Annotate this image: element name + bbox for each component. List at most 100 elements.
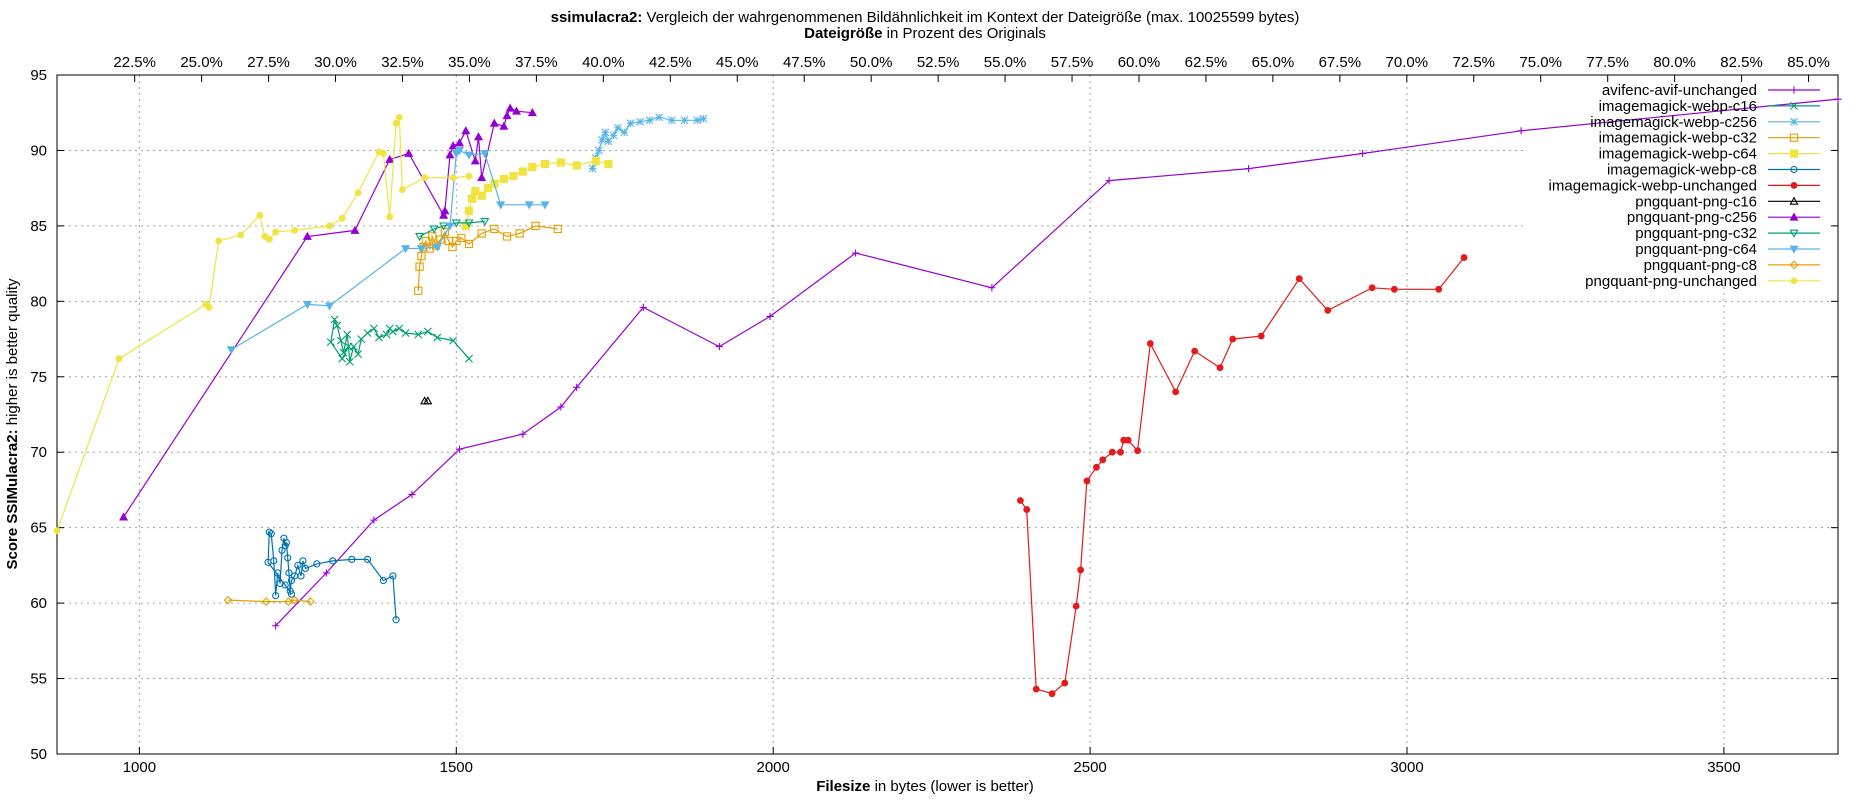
legend-entry-pngquant-png-unchanged: pngquant-png-unchanged — [1585, 273, 1820, 290]
data-point-pngquant-png-unchanged — [398, 186, 406, 194]
data-point-pngquant-png-c256 — [385, 154, 395, 163]
x2-tick-label: 47.5% — [783, 54, 826, 71]
x2-tick-label: 42.5% — [649, 54, 692, 71]
data-point-imagemagick-webp-c16 — [345, 357, 354, 366]
data-point-imagemagick-webp-c64 — [591, 156, 600, 166]
data-point-pngquant-png-c32 — [439, 222, 449, 231]
data-point-imagemagick-webp-c32 — [477, 229, 486, 238]
data-point-imagemagick-webp-c16 — [369, 324, 378, 333]
plot-border — [56, 74, 1839, 755]
data-point-imagemagick-webp-c8 — [299, 557, 307, 565]
y-tick-label: 95 — [30, 67, 47, 84]
data-point-imagemagick-webp-unchanged — [1124, 436, 1132, 444]
x2-tick-label: 85.0% — [1787, 54, 1830, 71]
y-tick-label: 60 — [30, 595, 47, 612]
legend-marker-imagemagick-webp-c16 — [1790, 101, 1798, 110]
data-point-imagemagick-webp-c8 — [363, 555, 372, 563]
data-point-imagemagick-webp-c32 — [515, 229, 524, 238]
data-point-avifenc-avif-unchanged — [455, 445, 464, 453]
data-point-imagemagick-webp-c64 — [464, 206, 474, 215]
series-line-avifenc-avif-unchanged — [275, 98, 1839, 627]
x2-tick-label: 22.5% — [113, 54, 156, 71]
legend-marker-imagemagick-webp-c8 — [1790, 165, 1798, 174]
x2-tick-label: 82.5% — [1720, 54, 1763, 71]
y-tick-label: 80 — [30, 293, 47, 310]
legend-label-pngquant-png-unchanged: pngquant-png-unchanged — [1585, 273, 1757, 290]
data-point-imagemagick-webp-c32 — [531, 221, 540, 231]
data-point-avifenc-avif-unchanged — [639, 303, 647, 311]
legend-entry-pngquant-png-c256: pngquant-png-c256 — [1627, 209, 1820, 226]
data-point-imagemagick-webp-c32 — [490, 224, 499, 234]
data-point-imagemagick-webp-c32 — [414, 286, 423, 295]
legend-marker-pngquant-png-c32 — [1789, 229, 1799, 238]
legend-entry-pngquant-png-c8: pngquant-png-c8 — [1644, 257, 1820, 274]
data-point-pngquant-png-unchanged — [272, 228, 280, 236]
data-point-pngquant-png-c256 — [445, 150, 455, 159]
x2-tick-label: 50.0% — [850, 54, 893, 71]
data-point-imagemagick-webp-unchanged — [1072, 602, 1080, 610]
data-point-imagemagick-webp-c32 — [452, 236, 461, 246]
data-point-imagemagick-webp-unchanged — [1016, 497, 1024, 504]
data-point-imagemagick-webp-c256 — [601, 128, 610, 137]
data-point-imagemagick-webp-c32 — [464, 239, 474, 249]
data-point-pngquant-png-c32 — [464, 219, 474, 228]
data-point-imagemagick-webp-c256 — [636, 117, 645, 126]
data-point-imagemagick-webp-unchanged — [1117, 448, 1124, 456]
series-imagemagick-webp-c16 — [326, 315, 473, 366]
data-point-avifenc-avif-unchanged — [1834, 95, 1842, 103]
data-point-pngquant-png-unchanged — [265, 236, 273, 243]
data-point-imagemagick-webp-unchanged — [1191, 347, 1199, 355]
data-point-pngquant-png-c256 — [350, 225, 360, 234]
data-point-imagemagick-webp-unchanged — [1368, 284, 1376, 292]
data-point-pngquant-png-c256 — [454, 138, 465, 147]
data-point-pngquant-png-c32 — [480, 217, 490, 227]
data-point-pngquant-png-unchanged — [338, 214, 346, 222]
data-point-imagemagick-webp-unchanged — [1146, 340, 1154, 348]
data-point-pngquant-png-c256 — [302, 231, 312, 240]
data-point-pngquant-png-unchanged — [291, 226, 299, 234]
data-point-imagemagick-webp-c32 — [436, 235, 445, 244]
data-point-pngquant-png-c64 — [524, 201, 534, 210]
x2-tick-label: 52.5% — [917, 54, 960, 71]
data-point-pngquant-png-unchanged — [237, 231, 245, 239]
data-point-imagemagick-webp-c8 — [379, 576, 388, 585]
y-tick-label: 50 — [30, 746, 47, 763]
data-point-imagemagick-webp-c16 — [343, 330, 352, 339]
data-point-imagemagick-webp-c16 — [401, 329, 410, 338]
y-tick-label: 85 — [30, 218, 47, 235]
x-axis-label: Filesize in bytes (lower is better) — [816, 778, 1034, 795]
data-point-imagemagick-webp-c64 — [467, 194, 477, 203]
data-point-imagemagick-webp-c256 — [609, 131, 618, 140]
data-point-avifenc-avif-unchanged — [1517, 127, 1525, 135]
legend-marker-pngquant-png-c64 — [1789, 245, 1799, 254]
data-point-imagemagick-webp-c8 — [392, 616, 400, 624]
data-point-pngquant-png-c64 — [540, 201, 550, 210]
series-imagemagick-webp-unchanged — [1016, 254, 1468, 698]
data-point-pngquant-png-c8 — [261, 597, 271, 606]
x2-tick-label: 25.0% — [180, 54, 223, 71]
data-point-imagemagick-webp-c8 — [287, 590, 296, 598]
data-point-avifenc-avif-unchanged — [1244, 164, 1253, 173]
data-point-pngquant-png-c256 — [489, 118, 499, 127]
legend-label-pngquant-png-c32: pngquant-png-c32 — [1635, 225, 1757, 242]
data-point-imagemagick-webp-c8 — [265, 528, 273, 536]
data-point-pngquant-png-c8 — [306, 597, 315, 606]
data-point-pngquant-png-c256 — [473, 132, 484, 141]
x-tick-label: 1500 — [440, 759, 473, 776]
data-point-imagemagick-webp-c32 — [457, 233, 466, 243]
data-point-pngquant-png-c256 — [470, 156, 480, 165]
data-point-pngquant-png-c8 — [290, 595, 300, 605]
data-point-imagemagick-webp-c256 — [604, 137, 613, 146]
data-point-avifenc-avif-unchanged — [519, 430, 527, 438]
data-point-imagemagick-webp-c256 — [588, 164, 597, 173]
x2-tick-label: 40.0% — [582, 54, 625, 71]
data-point-imagemagick-webp-c8 — [281, 581, 289, 589]
data-point-imagemagick-webp-unchanged — [1460, 254, 1468, 262]
data-point-imagemagick-webp-c8 — [264, 558, 272, 566]
data-point-pngquant-png-unchanged — [256, 211, 264, 219]
data-point-avifenc-avif-unchanged — [851, 249, 860, 257]
data-point-imagemagick-webp-c16 — [449, 336, 458, 345]
data-point-imagemagick-webp-c256 — [620, 128, 629, 137]
